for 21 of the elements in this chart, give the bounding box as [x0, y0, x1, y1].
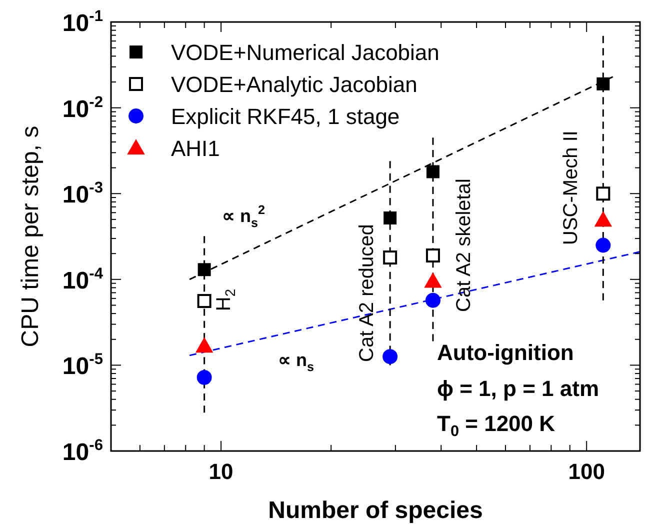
- legend-label: VODE+Numerical Jacobian: [171, 40, 440, 65]
- y-tick-label: 10$^{-3}$: [62, 180, 104, 209]
- y-tick-label: 10$^{-4}$: [62, 266, 104, 294]
- y-axis-title: CPU time per step, s: [17, 126, 44, 348]
- y-tick-label: 10$^{-5}$: [62, 352, 104, 380]
- annotation: Cat A2 skeletal: [453, 178, 475, 312]
- annotation: Auto-ignition: [437, 340, 574, 365]
- y-tick-label: 10$^{-1}$: [62, 8, 104, 37]
- annotation: USC-Mech II: [560, 130, 582, 245]
- legend-label: Explicit RKF45, 1 stage: [171, 104, 400, 129]
- x-axis-title: Number of species: [268, 497, 483, 524]
- legend-label: VODE+Analytic Jacobian: [171, 72, 418, 97]
- legend-label: AHI1: [171, 136, 220, 161]
- y-tick-label: 10$^{-6}$: [62, 437, 104, 466]
- annotation: ∝ n$_{s}$: [278, 350, 314, 374]
- annotation: Cat A2 reduced: [356, 224, 378, 362]
- annotation: ϕ = 1, p = 1 atm: [437, 376, 600, 401]
- x-tick-label: 10: [208, 459, 234, 484]
- y-tick-label: 10$^{-2}$: [62, 94, 104, 123]
- x-tick-label: 100: [568, 459, 605, 484]
- annotation: T$_{0}$ = 1200 K: [437, 411, 556, 440]
